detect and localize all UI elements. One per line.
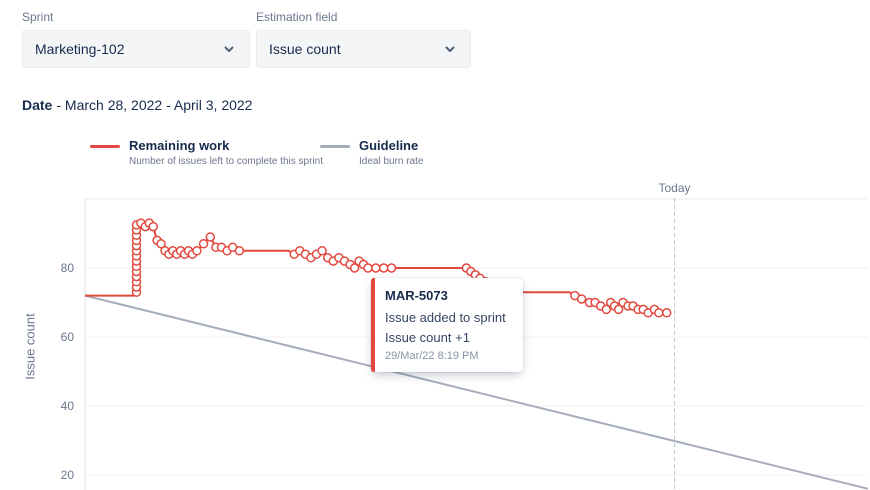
tooltip: MAR-5073 Issue added to sprint Issue cou…	[371, 278, 523, 372]
estimation-select-value: Issue count	[269, 41, 341, 57]
burndown-chart: Today Issue count 20 40 60 80 MAR-5073 Issu…	[0, 178, 870, 490]
svg-text:40: 40	[61, 399, 75, 413]
estimation-select[interactable]: Issue count	[256, 30, 471, 68]
svg-text:80: 80	[61, 261, 75, 275]
guideline-swatch	[320, 145, 350, 148]
tooltip-event: Issue added to sprint	[385, 310, 506, 325]
date-range-label: Date	[22, 97, 53, 113]
legend-item-guideline: Guideline Ideal burn rate	[320, 138, 424, 167]
estimation-control: Estimation field Issue count	[256, 10, 471, 68]
date-range-value: - March 28, 2022 - April 3, 2022	[56, 97, 253, 113]
legend-description: Number of issues left to complete this s…	[129, 156, 323, 167]
sprint-label: Sprint	[22, 10, 54, 24]
remaining-work-swatch	[90, 145, 120, 148]
sprint-control: Sprint Marketing-102	[22, 10, 250, 68]
tooltip-issue-key: MAR-5073	[385, 288, 448, 303]
sprint-select-value: Marketing-102	[35, 41, 125, 57]
svg-text:20: 20	[61, 468, 75, 482]
legend-name: Guideline	[359, 138, 419, 153]
today-label: Today	[658, 181, 691, 195]
date-range: Date - March 28, 2022 - April 3, 2022	[22, 97, 252, 113]
filter-controls: Sprint Marketing-102 Estimation field Is…	[22, 10, 471, 68]
legend-description: Ideal burn rate	[359, 156, 424, 167]
chevron-down-icon	[221, 41, 237, 57]
estimation-label: Estimation field	[256, 10, 338, 24]
tooltip-timestamp: 29/Mar/22 8:19 PM	[385, 350, 479, 362]
sprint-select[interactable]: Marketing-102	[22, 30, 250, 68]
burndown-chart-svg[interactable]: 20 40 60 80	[0, 192, 870, 490]
legend-name: Remaining work	[129, 138, 230, 153]
legend-item-remaining-work: Remaining work Number of issues left to …	[90, 138, 323, 167]
svg-text:60: 60	[61, 330, 75, 344]
tooltip-change: Issue count +1	[385, 330, 470, 345]
chevron-down-icon	[442, 41, 458, 57]
